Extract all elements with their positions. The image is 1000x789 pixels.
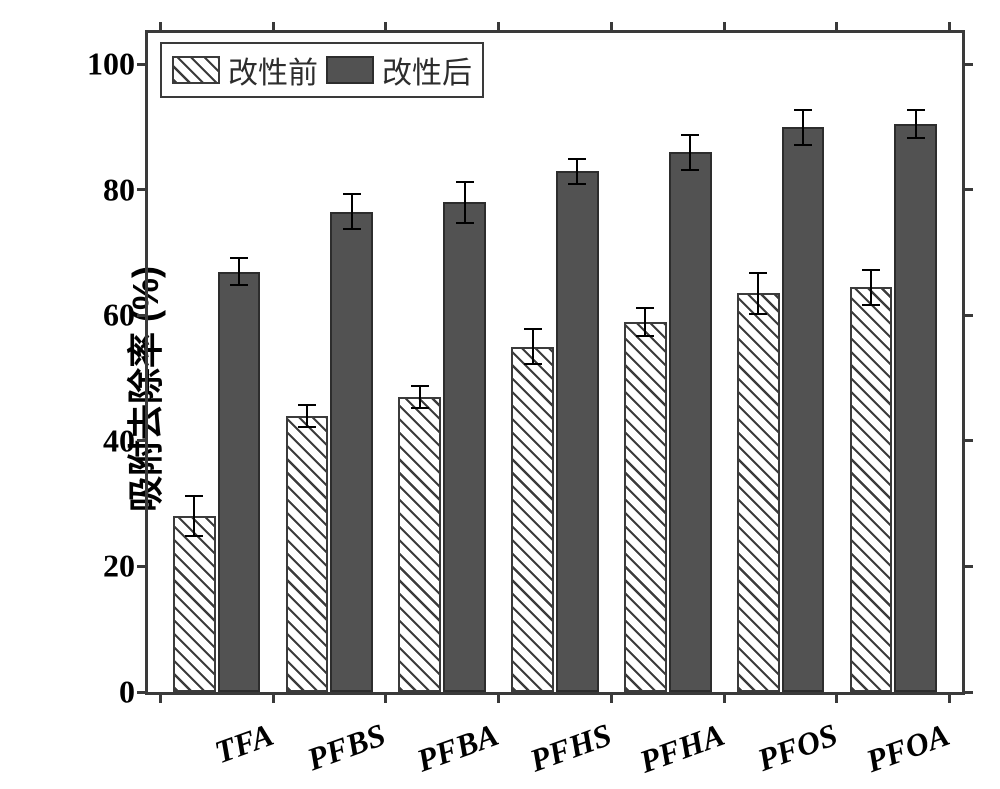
error-cap (343, 228, 361, 230)
legend-swatch-before (172, 56, 220, 84)
bar-before (737, 293, 780, 692)
error-bar (532, 329, 534, 364)
error-cap (749, 313, 767, 315)
y-tick-label: 100 (75, 46, 135, 83)
error-cap (907, 137, 925, 139)
error-cap (298, 426, 316, 428)
error-cap (411, 385, 429, 387)
error-cap (456, 222, 474, 224)
y-tick (137, 188, 148, 191)
y-tick-label: 0 (75, 674, 135, 711)
bar-before (173, 516, 216, 692)
error-cap (749, 272, 767, 274)
error-cap (681, 134, 699, 136)
bar-before (511, 347, 554, 692)
error-cap (568, 183, 586, 185)
error-bar (193, 496, 195, 536)
y-tick (137, 314, 148, 317)
x-tick (384, 22, 387, 33)
error-bar (464, 182, 466, 222)
error-bar (644, 308, 646, 336)
y-tick (962, 691, 973, 694)
y-tick (962, 314, 973, 317)
bar-after (556, 171, 599, 692)
x-tick (610, 22, 613, 33)
chart-container: 吸附去除率 (%) 020406080100 TFAPFBSPFBAPFHSPF… (0, 0, 1000, 778)
y-tick (137, 439, 148, 442)
y-tick-label: 20 (75, 548, 135, 585)
error-cap (230, 257, 248, 259)
bar-after (443, 202, 486, 692)
error-cap (298, 404, 316, 406)
error-cap (411, 407, 429, 409)
legend-label-after: 改性后 (382, 48, 472, 92)
bar-after (218, 272, 261, 693)
legend-swatch-after (326, 56, 374, 84)
bar-after (894, 124, 937, 692)
error-cap (636, 335, 654, 337)
y-tick-label: 40 (75, 422, 135, 459)
error-bar (238, 258, 240, 286)
x-tick (159, 22, 162, 33)
error-bar (306, 405, 308, 428)
y-tick (137, 63, 148, 66)
x-tick (723, 22, 726, 33)
error-bar (802, 110, 804, 145)
plot-area (145, 30, 965, 695)
error-cap (681, 169, 699, 171)
y-tick (962, 188, 973, 191)
y-tick (137, 691, 148, 694)
y-tick (962, 63, 973, 66)
x-tick (723, 692, 726, 703)
y-tick (962, 565, 973, 568)
y-tick-label: 60 (75, 297, 135, 334)
bar-before (624, 322, 667, 692)
bar-after (330, 212, 373, 692)
error-bar (576, 159, 578, 184)
x-tick (948, 22, 951, 33)
error-cap (907, 109, 925, 111)
y-tick (962, 439, 973, 442)
x-tick (272, 22, 275, 33)
x-tick (159, 692, 162, 703)
error-bar (419, 386, 421, 409)
error-bar (351, 194, 353, 229)
error-bar (757, 273, 759, 313)
error-cap (862, 269, 880, 271)
y-tick (137, 565, 148, 568)
x-tick (384, 692, 387, 703)
error-cap (524, 363, 542, 365)
x-tick (835, 692, 838, 703)
x-tick (497, 22, 500, 33)
bar-after (782, 127, 825, 692)
error-bar (689, 135, 691, 170)
error-bar (915, 110, 917, 138)
x-tick (497, 692, 500, 703)
error-cap (524, 328, 542, 330)
error-cap (456, 181, 474, 183)
legend: 改性前 改性后 (160, 42, 484, 98)
error-cap (636, 307, 654, 309)
x-tick (835, 22, 838, 33)
error-cap (794, 109, 812, 111)
bar-before (850, 287, 893, 692)
error-bar (870, 270, 872, 305)
error-cap (185, 535, 203, 537)
bar-before (398, 397, 441, 692)
x-tick (272, 692, 275, 703)
y-tick-label: 80 (75, 171, 135, 208)
error-cap (794, 144, 812, 146)
error-cap (343, 193, 361, 195)
x-tick (610, 692, 613, 703)
bar-before (286, 416, 329, 692)
error-cap (185, 495, 203, 497)
error-cap (568, 158, 586, 160)
error-cap (230, 284, 248, 286)
legend-label-before: 改性前 (228, 48, 318, 92)
error-cap (862, 304, 880, 306)
x-tick (948, 692, 951, 703)
bar-after (669, 152, 712, 692)
